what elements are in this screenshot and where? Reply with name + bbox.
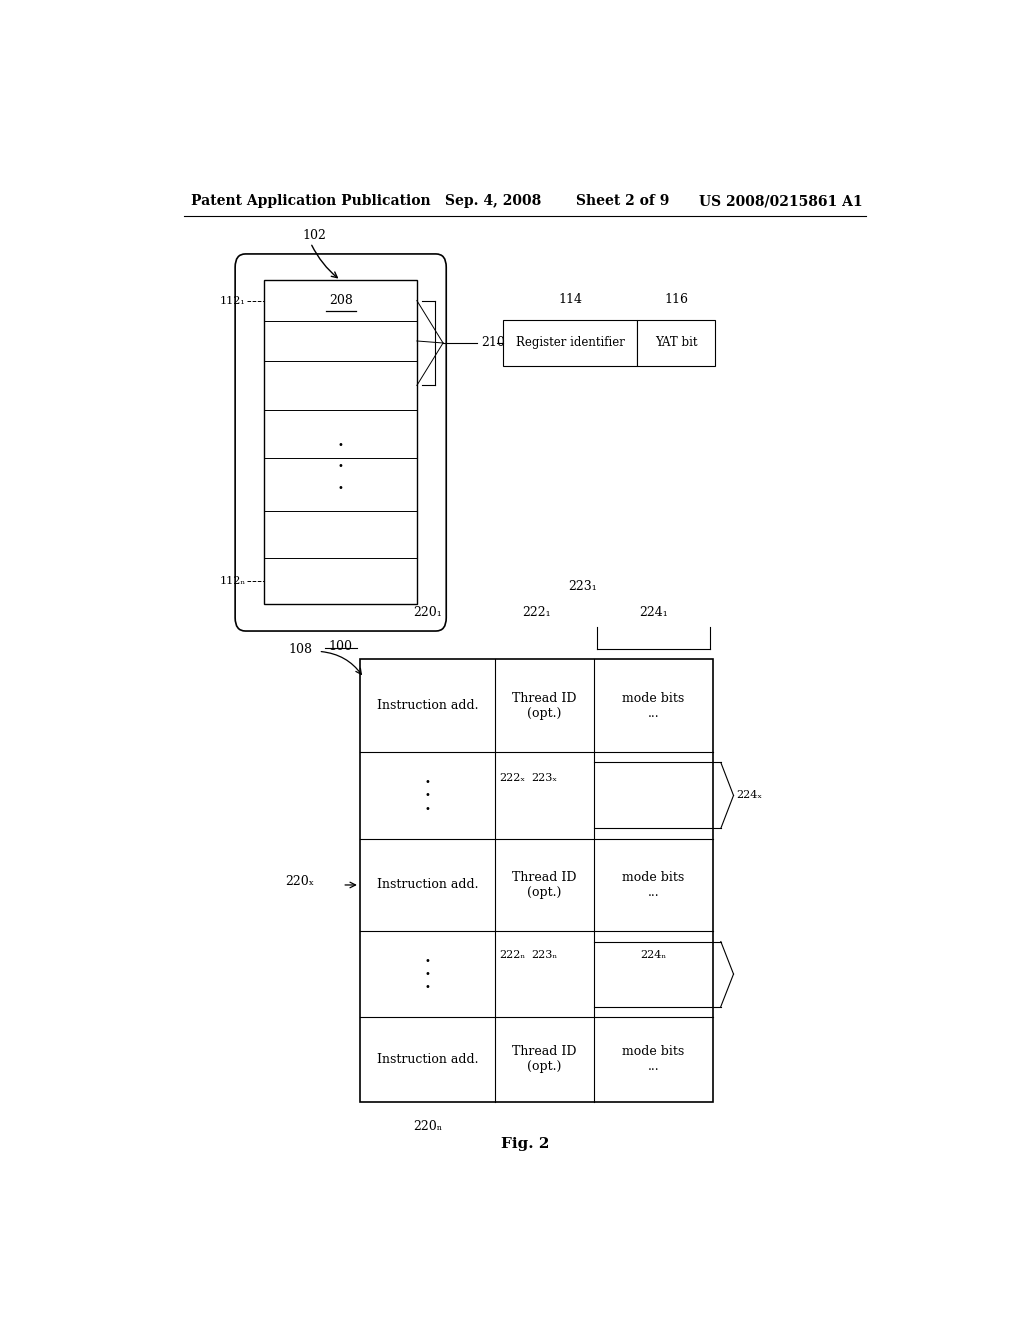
Text: •: •: [425, 982, 430, 993]
Text: US 2008/0215861 A1: US 2008/0215861 A1: [699, 194, 863, 209]
Text: mode bits
...: mode bits ...: [623, 1045, 684, 1073]
Text: •: •: [338, 462, 344, 471]
Text: Sep. 4, 2008: Sep. 4, 2008: [445, 194, 542, 209]
Text: 224ₓ: 224ₓ: [736, 791, 763, 800]
Text: 208: 208: [329, 294, 352, 308]
Text: 224ₙ: 224ₙ: [640, 949, 667, 960]
FancyBboxPatch shape: [638, 319, 715, 367]
Text: 220₁: 220₁: [413, 606, 442, 619]
Text: •: •: [425, 777, 430, 787]
Text: 222₁: 222₁: [522, 606, 551, 619]
Text: 222ₓ: 222ₓ: [500, 772, 526, 783]
Text: 114: 114: [558, 293, 582, 306]
Text: Thread ID
(opt.): Thread ID (opt.): [512, 692, 577, 719]
Text: Instruction add.: Instruction add.: [377, 1052, 478, 1065]
Text: Fig. 2: Fig. 2: [501, 1138, 549, 1151]
FancyBboxPatch shape: [503, 319, 638, 367]
Text: 223₁: 223₁: [568, 581, 597, 594]
Text: Instruction add.: Instruction add.: [377, 700, 478, 713]
Text: 102: 102: [303, 230, 327, 242]
Text: Thread ID
(opt.): Thread ID (opt.): [512, 871, 577, 899]
Text: •: •: [425, 956, 430, 966]
Text: 220ₙ: 220ₙ: [413, 1119, 442, 1133]
Text: Thread ID
(opt.): Thread ID (opt.): [512, 1045, 577, 1073]
Text: 223ₓ: 223ₓ: [531, 772, 558, 783]
Text: 222ₙ: 222ₙ: [500, 949, 526, 960]
Text: Patent Application Publication: Patent Application Publication: [191, 194, 431, 209]
Text: Instruction add.: Instruction add.: [377, 879, 478, 891]
Text: 116: 116: [665, 293, 688, 306]
Text: mode bits
...: mode bits ...: [623, 692, 684, 719]
Text: Sheet 2 of 9: Sheet 2 of 9: [577, 194, 670, 209]
FancyBboxPatch shape: [359, 660, 713, 1102]
Text: 100: 100: [329, 640, 352, 653]
Text: mode bits
...: mode bits ...: [623, 871, 684, 899]
Text: 223ₙ: 223ₙ: [531, 949, 558, 960]
Text: 108: 108: [288, 643, 312, 656]
Text: 220ₓ: 220ₓ: [285, 875, 313, 888]
FancyBboxPatch shape: [264, 280, 417, 603]
Text: 112₁: 112₁: [220, 296, 246, 305]
Text: •: •: [338, 483, 344, 492]
Text: •: •: [425, 791, 430, 800]
Text: 224₁: 224₁: [639, 606, 668, 619]
Text: 210: 210: [481, 337, 505, 350]
Text: YAT bit: YAT bit: [655, 337, 697, 350]
FancyBboxPatch shape: [236, 253, 446, 631]
Text: •: •: [425, 969, 430, 979]
Text: 112ₙ: 112ₙ: [219, 576, 246, 586]
Text: Register identifier: Register identifier: [516, 337, 625, 350]
Text: •: •: [338, 440, 344, 450]
Text: •: •: [425, 804, 430, 813]
